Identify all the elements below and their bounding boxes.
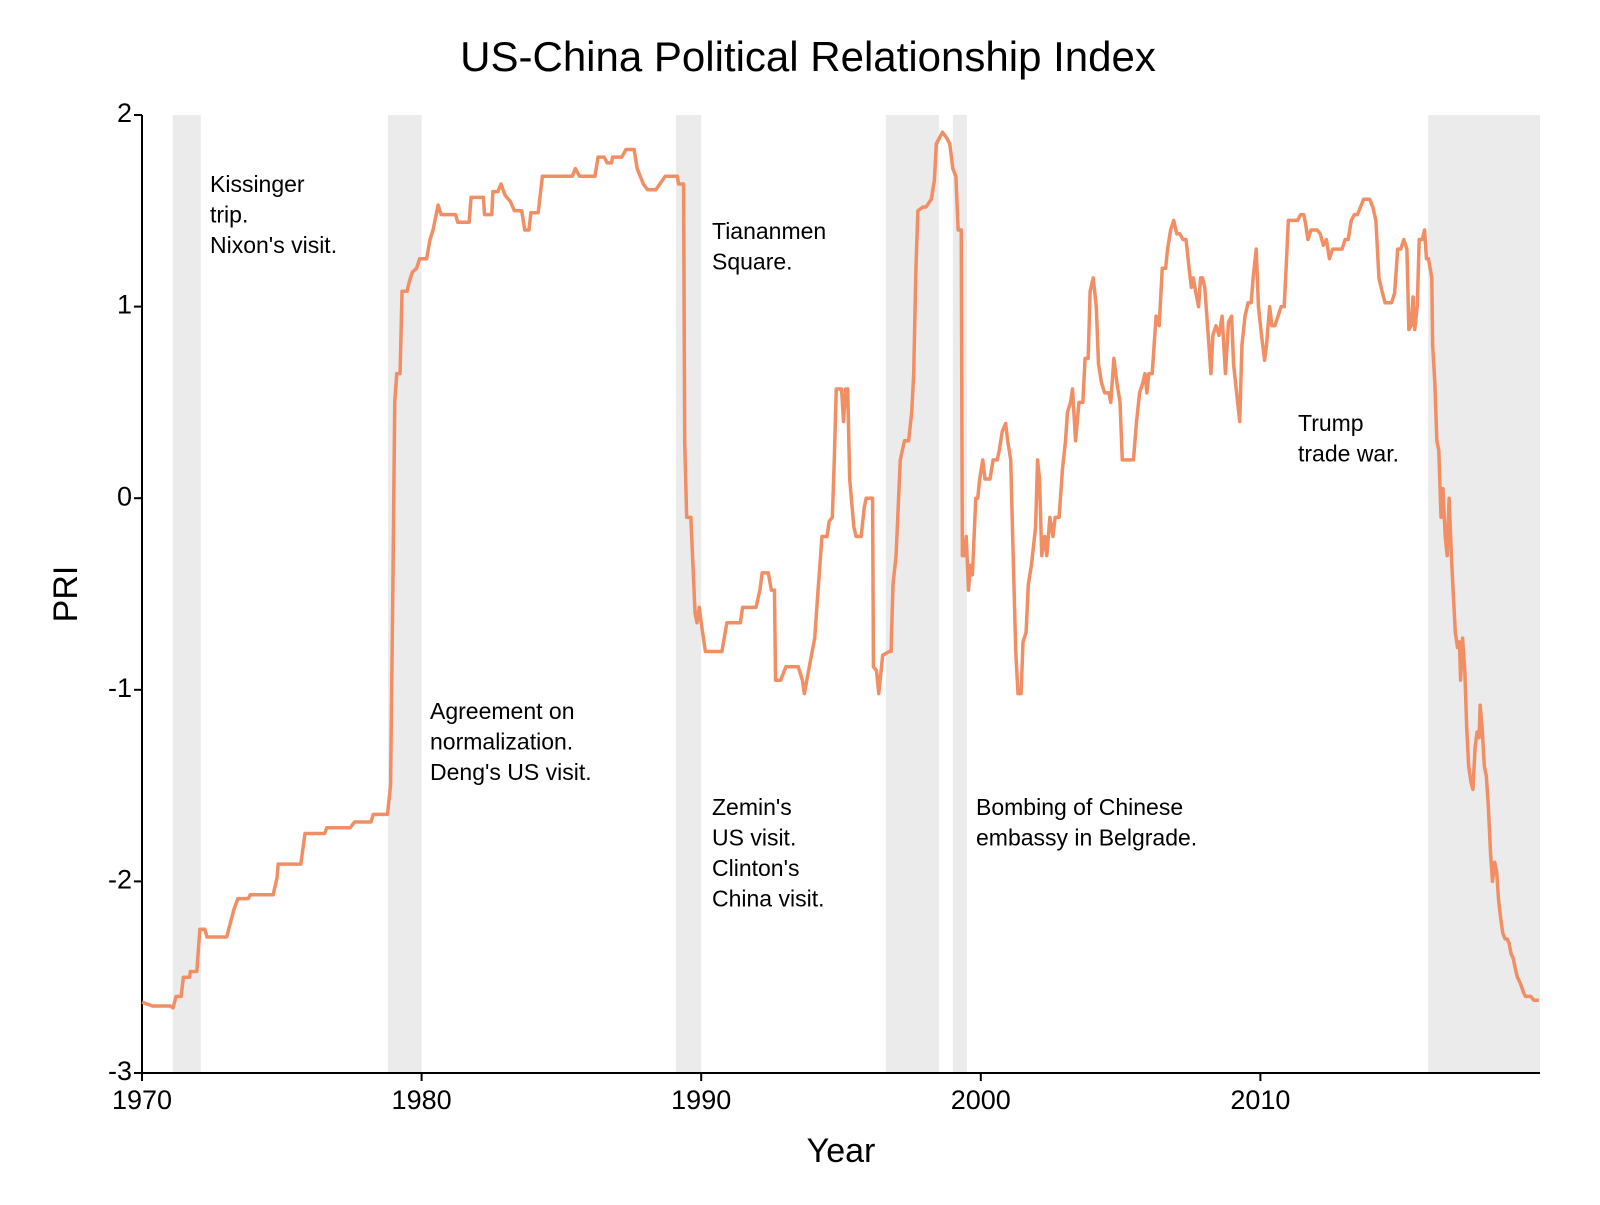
annotation: Deng's US visit. (430, 759, 592, 785)
x-tick-label: 1990 (671, 1085, 731, 1115)
shaded-period (885, 115, 939, 1073)
annotation: Kissinger (210, 171, 305, 197)
y-tick-label: 2 (117, 98, 132, 128)
annotation: China visit. (712, 886, 824, 912)
shaded-period (172, 115, 201, 1073)
annotation: embassy in Belgrade. (976, 825, 1197, 851)
chart-title: US-China Political Relationship Index (460, 33, 1156, 80)
annotation: trade war. (1298, 441, 1399, 467)
x-tick-label: 1970 (112, 1085, 172, 1115)
annotation: Square. (712, 249, 793, 275)
y-tick-label: -3 (108, 1056, 132, 1086)
annotation: Zemin's (712, 794, 792, 820)
annotation: Tiananmen (712, 218, 826, 244)
annotation: Clinton's (712, 855, 800, 881)
annotation: Agreement on (430, 698, 574, 724)
y-tick-label: -2 (108, 865, 132, 895)
annotation: trip. (210, 202, 248, 228)
x-tick-label: 1980 (392, 1085, 452, 1115)
shaded-period (1428, 115, 1540, 1073)
shaded-period (676, 115, 702, 1073)
data-line (141, 130, 1539, 1010)
annotation: normalization. (430, 729, 573, 755)
annotation: Bombing of Chinese (976, 794, 1183, 820)
x-tick-label: 2000 (951, 1085, 1011, 1115)
annotation: US visit. (712, 825, 796, 851)
y-tick-label: -1 (108, 673, 132, 703)
x-tick-label: 2010 (1230, 1085, 1290, 1115)
annotation: Nixon's visit. (210, 232, 337, 258)
x-axis-label: Year (807, 1132, 876, 1170)
y-tick-label: 1 (117, 290, 132, 320)
y-tick-label: 0 (117, 481, 132, 511)
y-axis-label: PRI (47, 566, 85, 623)
annotation: Trump (1298, 410, 1364, 436)
